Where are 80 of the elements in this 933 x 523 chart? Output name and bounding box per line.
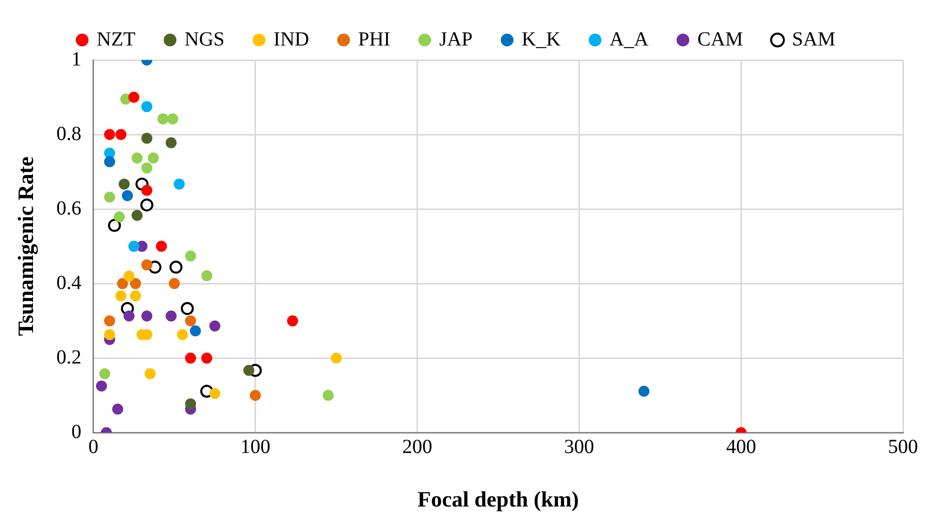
point (99, 368, 110, 380)
legend-label: CAM (697, 28, 744, 50)
point (201, 270, 212, 282)
point (128, 92, 140, 103)
x-tick-label: 500 (888, 436, 918, 458)
point (167, 113, 178, 124)
legend-label: IND (274, 28, 310, 50)
point (185, 315, 196, 326)
point (104, 329, 116, 340)
legend-label: A_A (610, 28, 649, 50)
legend-label: K_K (522, 28, 562, 50)
point (141, 259, 152, 270)
point (174, 178, 185, 190)
point (128, 240, 140, 252)
point (185, 250, 196, 262)
point (118, 178, 130, 190)
point (141, 101, 152, 112)
x-tick-label: 300 (564, 436, 594, 458)
point (140, 198, 154, 212)
point (169, 260, 182, 274)
point (209, 388, 220, 399)
point (130, 290, 141, 302)
point (166, 310, 177, 322)
x-axis-title: Focal depth (km) (418, 486, 579, 512)
point (132, 210, 143, 221)
point (124, 270, 135, 282)
point (166, 137, 177, 148)
point (330, 352, 342, 364)
point (114, 211, 125, 222)
point (156, 240, 167, 252)
point (322, 390, 334, 401)
legend-label: NZT (96, 28, 136, 50)
point (243, 364, 254, 376)
point (185, 398, 196, 410)
point (141, 310, 152, 322)
point (104, 129, 116, 140)
point (209, 320, 220, 332)
point (141, 184, 152, 196)
point (115, 290, 126, 302)
y-tick-label: 0.2 (56, 346, 82, 368)
legend-label: NGS (184, 28, 225, 50)
legend-label: JAP (439, 28, 473, 50)
point (96, 380, 107, 392)
legend-label: PHI (358, 28, 390, 50)
point (104, 315, 116, 326)
x-tick-label: 400 (726, 436, 756, 458)
point (112, 404, 124, 415)
point (141, 162, 152, 174)
point (201, 352, 212, 364)
point (185, 352, 196, 364)
legend-label: SAM (792, 28, 836, 50)
point (148, 152, 159, 164)
point (104, 156, 116, 168)
y-tick-label: 0.8 (56, 122, 82, 145)
point (117, 278, 128, 290)
point (176, 329, 188, 340)
point (124, 310, 135, 322)
y-tick-label: 0.4 (56, 272, 82, 294)
point (250, 390, 261, 401)
point (115, 129, 126, 140)
y-axis-title: Tsunamigenic Rate (12, 156, 38, 336)
point (158, 113, 169, 124)
point (180, 302, 194, 316)
point (132, 152, 143, 164)
point (104, 192, 116, 203)
point (144, 368, 156, 380)
point (190, 325, 201, 336)
y-tick-label: 0.6 (56, 197, 82, 220)
point (287, 315, 298, 326)
x-tick-label: 200 (402, 436, 432, 458)
point (130, 278, 141, 290)
point (638, 386, 650, 397)
point (108, 218, 121, 232)
x-tick-label: 0 (88, 436, 98, 458)
point (168, 278, 180, 290)
point (122, 190, 133, 202)
x-tick-label: 100 (240, 436, 270, 458)
y-tick-label: 0 (71, 420, 82, 443)
point (141, 132, 152, 144)
y-tick-label: 1 (71, 48, 82, 70)
